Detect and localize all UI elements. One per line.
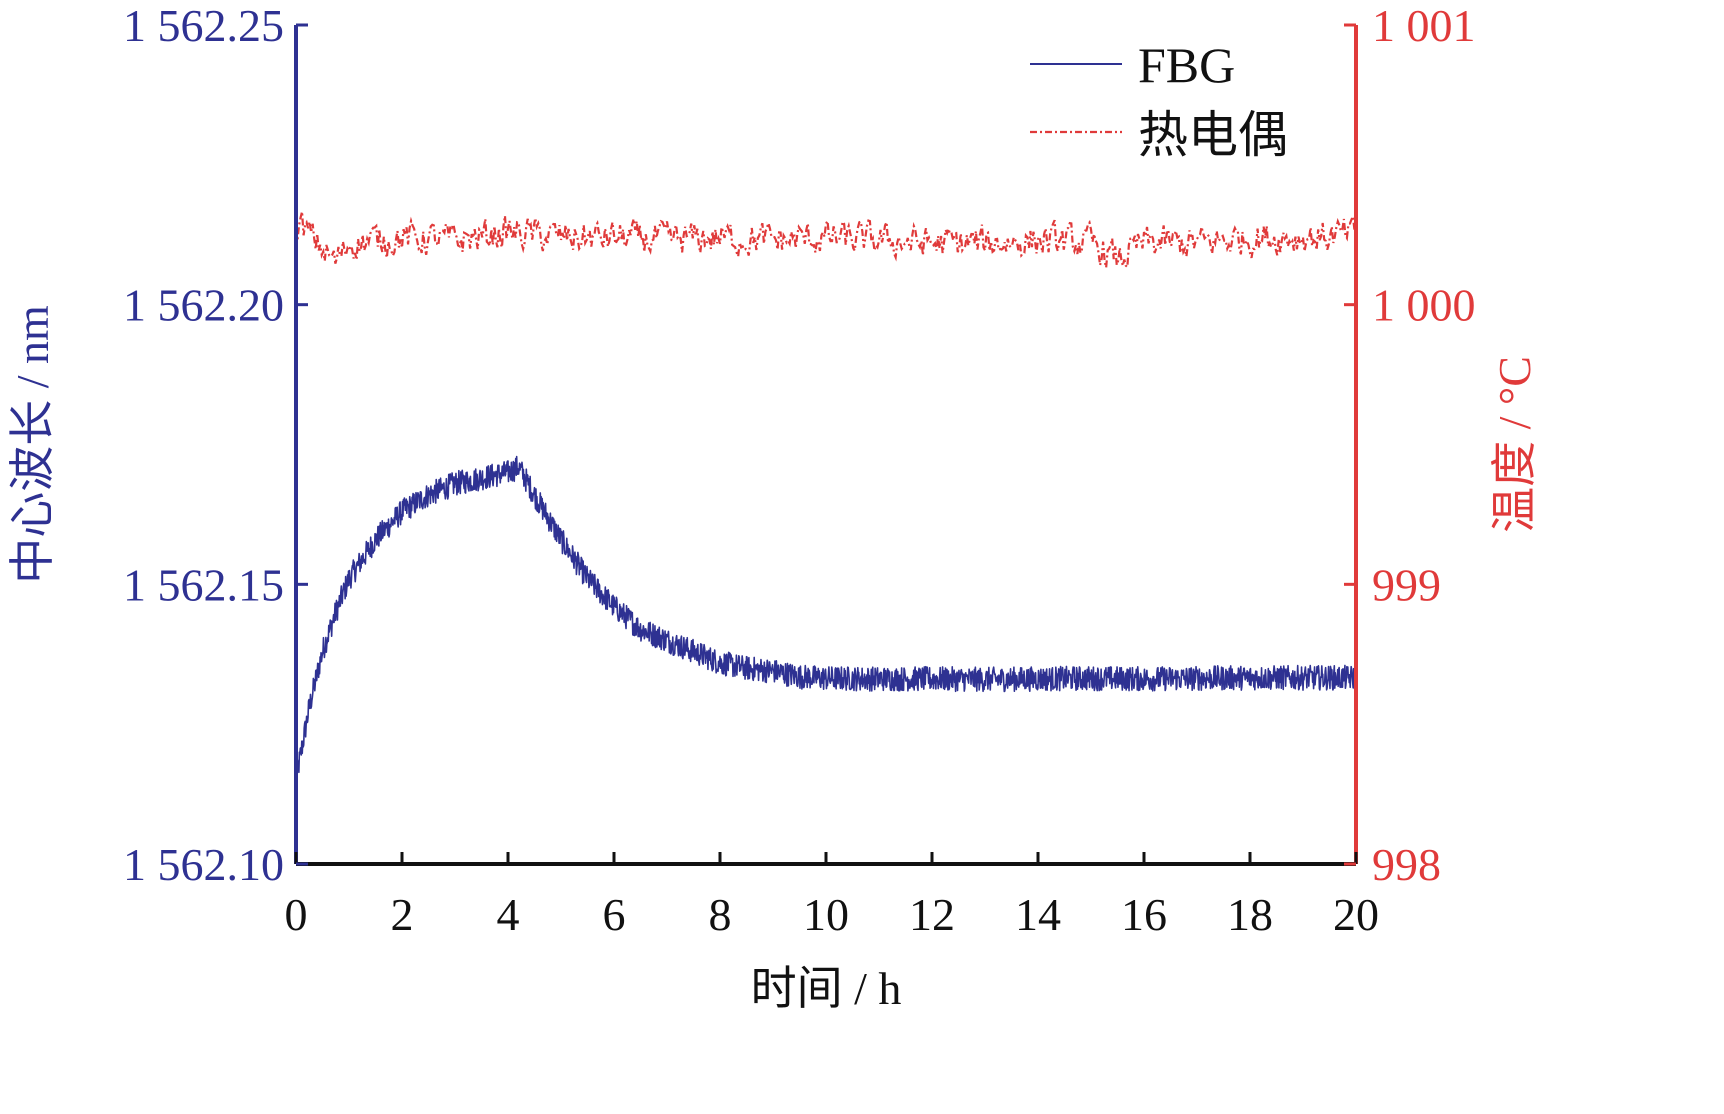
x-tick-label: 12 — [909, 889, 955, 940]
series-line-thermocouple — [294, 211, 1358, 270]
x-tick-label: 2 — [391, 889, 414, 940]
left-y-tick-label: 1 562.25 — [123, 0, 284, 51]
ticks-layer: 0 2 4 6 8 10 12 14 16 18 20 1 562.10 1 562.15 1 562.2… — [123, 0, 1476, 940]
x-tick-label: 14 — [1015, 889, 1061, 940]
x-tick-label: 18 — [1227, 889, 1273, 940]
right-y-tick-label: 998 — [1372, 839, 1441, 890]
left-y-tick-label: 1 562.20 — [123, 280, 284, 331]
x-tick-label: 8 — [709, 889, 732, 940]
left-y-tick-label: 1 562.15 — [123, 559, 284, 610]
right-y-tick-label: 999 — [1372, 559, 1441, 610]
legend-label-fbg: FBG — [1138, 37, 1235, 93]
legend-label-thermocouple: 热电偶 — [1138, 107, 1288, 163]
legend: FBG 热电偶 — [1030, 37, 1288, 163]
series-layer — [294, 211, 1358, 784]
dual-axis-line-chart: 0 2 4 6 8 10 12 14 16 18 20 1 562.10 1 562.15 1 562.2… — [7, 0, 1540, 1014]
x-tick-label: 20 — [1333, 889, 1379, 940]
right-y-tick-label: 1 001 — [1372, 0, 1476, 51]
right-y-axis-title: 温度 / °C — [1489, 356, 1540, 533]
series-line-fbg — [295, 455, 1357, 784]
x-tick-label: 10 — [803, 889, 849, 940]
x-axis-title: 时间 / h — [751, 963, 902, 1014]
x-tick-label: 4 — [497, 889, 520, 940]
left-y-axis-title: 中心波长 / nm — [7, 305, 58, 584]
left-y-tick-label: 1 562.10 — [123, 839, 284, 890]
chart-figure: 0 2 4 6 8 10 12 14 16 18 20 1 562.10 1 562.15 1 562.2… — [7, 0, 1540, 1014]
x-tick-label: 0 — [285, 889, 308, 940]
x-tick-label: 16 — [1121, 889, 1167, 940]
x-tick-label: 6 — [603, 889, 626, 940]
right-y-tick-label: 1 000 — [1372, 280, 1476, 331]
